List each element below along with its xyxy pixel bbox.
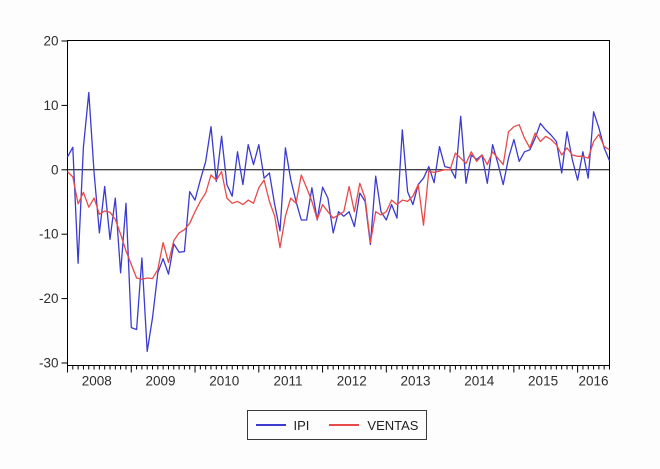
ipi-line-swatch-icon [255, 424, 286, 426]
x-axis-year-label: 2010 [209, 374, 239, 389]
x-axis-year-label: 2014 [464, 374, 495, 389]
legend-item-ventas: VENTAS [329, 418, 418, 433]
y-axis-tick-label: 20 [43, 34, 58, 49]
y-axis-tick-label: -30 [39, 356, 59, 371]
legend-label-ipi: IPI [293, 417, 310, 433]
y-axis-tick-label: -20 [39, 291, 59, 306]
y-axis-tick-label: 10 [43, 98, 58, 113]
x-axis-year-label: 2016 [579, 374, 609, 389]
plot-border [67, 40, 610, 366]
chart-legend: IPI VENTAS [247, 410, 427, 440]
x-axis-year-label: 2015 [528, 374, 558, 389]
ventas-line-swatch-icon [329, 424, 360, 426]
y-axis-tick-label: -10 [39, 227, 59, 242]
x-axis-year-label: 2008 [82, 374, 112, 389]
x-axis-year-label: 2011 [274, 374, 303, 389]
x-axis-year-label: 2009 [145, 374, 175, 389]
ventas-series-line [67, 124, 610, 280]
x-axis-year-label: 2012 [337, 374, 367, 389]
y-axis-tick-label: 0 [51, 162, 59, 177]
legend-item-ipi: IPI [255, 417, 310, 433]
ipi-series-line [66, 91, 611, 353]
x-axis-year-label: 2013 [401, 374, 431, 389]
legend-label-ventas: VENTAS [367, 417, 419, 433]
